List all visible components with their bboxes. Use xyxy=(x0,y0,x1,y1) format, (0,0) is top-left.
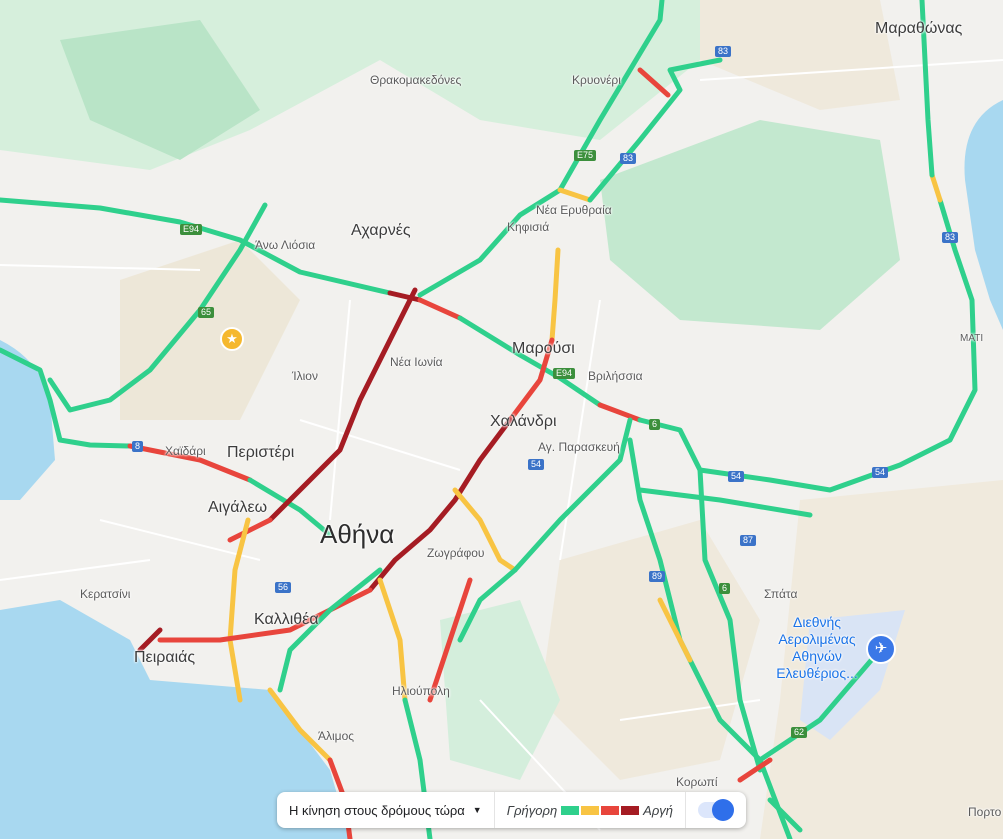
road-segment-fast xyxy=(247,477,333,538)
route-shield: 87 xyxy=(740,535,757,546)
road-segment-slow xyxy=(227,517,273,543)
place-label: Άλιμος xyxy=(318,729,355,743)
traffic-mode-dropdown[interactable]: Η κίνηση στους δρόμους τώρα ▼ xyxy=(277,792,494,828)
place-label: Ηλιούπολη xyxy=(392,684,450,698)
road-segment-fast xyxy=(457,315,603,408)
road-segment-moderate xyxy=(227,517,251,703)
road-segment-fast xyxy=(697,467,763,773)
road-segment-very-slow xyxy=(387,290,423,303)
place-label: Μαραθώνας xyxy=(875,20,963,37)
route-shield: 54 xyxy=(528,459,545,470)
legend-swatch-moderate xyxy=(581,805,600,815)
place-label: Κορωπί xyxy=(676,775,718,789)
place-label: Αγ. Παρασκευή xyxy=(538,440,620,454)
place-label: Κηφισιά xyxy=(507,220,550,234)
place-label: Περιστέρι xyxy=(227,444,295,461)
road-segment-slow xyxy=(637,67,671,98)
road-segment-slow xyxy=(127,443,253,483)
place-label: Κρυονέρι xyxy=(572,73,621,87)
route-shield: 54 xyxy=(728,471,745,482)
route-shield: 8 xyxy=(132,441,144,452)
traffic-mode-label: Η κίνηση στους δρόμους τώρα xyxy=(289,802,465,818)
place-label: Ζωγράφου xyxy=(427,546,485,560)
road-segment-fast xyxy=(512,417,633,573)
route-shield: 62 xyxy=(791,727,808,738)
road-segment-fast xyxy=(767,797,803,833)
place-label: Χαϊδάρι xyxy=(165,444,206,458)
road-segment-fast xyxy=(757,647,883,763)
traffic-legend-panel: Η κίνηση στους δρόμους τώρα ▼ Γρήγορη Αρ… xyxy=(277,792,747,828)
route-shield: 83 xyxy=(715,46,732,57)
route-shield: 83 xyxy=(942,232,959,243)
road-segment-moderate xyxy=(549,247,561,343)
road-segment-fast xyxy=(47,202,268,413)
road-segment-fast xyxy=(919,0,935,178)
legend-swatch-fast xyxy=(561,805,580,815)
route-shield: E75 xyxy=(574,150,597,161)
route-shield: 54 xyxy=(872,467,889,478)
road-segment-very-slow xyxy=(267,287,418,523)
star-icon[interactable]: ★ xyxy=(220,327,244,351)
route-shield: E94 xyxy=(553,368,576,379)
place-label: Αθήνα xyxy=(320,519,395,549)
road-segment-slow xyxy=(597,402,643,423)
road-segment-fast xyxy=(457,567,518,643)
toggle-track[interactable] xyxy=(698,799,735,821)
road-segment-slow xyxy=(737,757,773,783)
place-label: Νέα Ερυθραία xyxy=(536,203,612,217)
place-label: Ίλιον xyxy=(292,369,318,383)
route-shield: 6 xyxy=(719,583,731,594)
route-shield: 56 xyxy=(275,582,292,593)
road-segment-moderate xyxy=(557,187,593,203)
traffic-roads xyxy=(0,0,978,839)
place-label: ΜΑΤΙ xyxy=(960,333,984,344)
place-label: Βριλήσσια xyxy=(588,369,643,383)
road-segment-slow xyxy=(157,587,373,643)
legend-swatch-very-slow xyxy=(621,805,640,815)
airport-label[interactable]: Διεθνής Αερολιμένας Αθηνών Ελευθέριος... xyxy=(776,614,858,681)
place-label: Θρακομακεδόνες xyxy=(370,73,462,87)
road-segment-fast xyxy=(637,197,978,493)
place-label: Αχαρνές xyxy=(351,222,411,239)
place-label: Καλλιθέα xyxy=(254,611,319,628)
road-segment-fast xyxy=(277,567,383,693)
road-segment-moderate xyxy=(377,577,408,703)
toggle-knob[interactable] xyxy=(712,799,735,821)
route-shield: 89 xyxy=(649,571,666,582)
place-label: Πειραιάς xyxy=(134,649,196,666)
road-segment-moderate xyxy=(452,487,518,573)
place-label: Σπάτα xyxy=(764,587,798,601)
fast-label: Γρήγορη xyxy=(506,802,558,818)
traffic-legend: Γρήγορη Αργή xyxy=(493,792,685,828)
road-segment-moderate xyxy=(929,172,943,203)
road-segment-fast xyxy=(637,487,813,518)
traffic-toggle[interactable] xyxy=(685,792,746,828)
route-shield: 65 xyxy=(198,307,215,318)
road-segment-moderate xyxy=(267,687,333,763)
road-segment-fast xyxy=(0,347,133,449)
road-segment-slow xyxy=(427,577,473,703)
legend-swatch-slow xyxy=(601,805,620,815)
route-shield: 83 xyxy=(620,153,637,164)
place-label: Νέα Ιωνία xyxy=(390,355,443,369)
place-label: Χαλάνδρι xyxy=(490,413,557,430)
slow-label: Αργή xyxy=(643,802,674,818)
caret-down-icon: ▼ xyxy=(472,805,482,815)
road-segment-slow xyxy=(507,337,555,423)
road-segment-moderate xyxy=(657,597,693,663)
place-label: Άνω Λιόσια xyxy=(255,238,316,252)
place-label: Μαρούσι xyxy=(512,340,575,357)
road-segment-slow xyxy=(417,297,463,321)
place-label: Κερατσίνι xyxy=(80,587,131,601)
place-label: Αιγάλεω xyxy=(208,499,268,516)
airplane-icon[interactable]: ✈ xyxy=(866,634,896,664)
place-label: Πορτο xyxy=(968,805,1002,819)
route-shield: 6 xyxy=(649,419,661,430)
route-shield: E94 xyxy=(180,224,203,235)
road-segment-very-slow xyxy=(137,627,163,653)
road-segment-very-slow xyxy=(367,417,513,593)
road-segment-fast xyxy=(0,197,393,296)
